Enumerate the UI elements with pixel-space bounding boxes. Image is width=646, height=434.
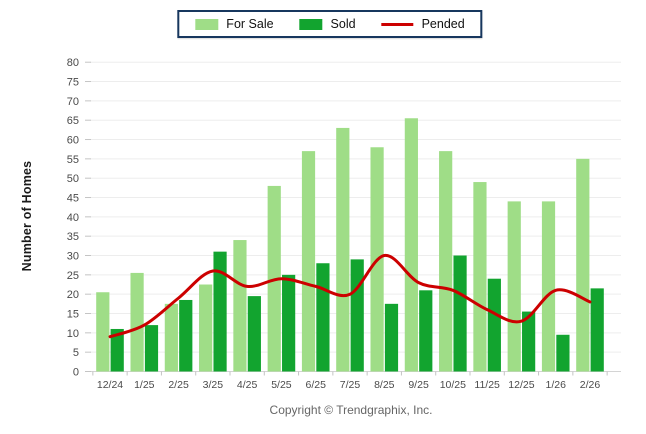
bar-sold-6-25 xyxy=(316,263,330,372)
bar-for-sale-1-26 xyxy=(541,201,556,372)
y-tick-label: 25 xyxy=(67,270,79,282)
y-tick-label: 35 xyxy=(67,231,79,243)
pended-trend-line xyxy=(108,254,592,339)
y-tick-label: 10 xyxy=(67,328,79,340)
x-tick-label: 7/25 xyxy=(340,379,361,391)
bar-sold-3-25 xyxy=(213,251,227,372)
bar-sold-4-25 xyxy=(247,296,261,372)
y-tick-label: 5 xyxy=(73,347,79,359)
bar-for-sale-9-25 xyxy=(404,118,418,372)
y-tick-label: 20 xyxy=(67,289,79,301)
legend: For Sale Sold Pended xyxy=(177,10,483,38)
bar-sold-1-26 xyxy=(556,334,570,372)
bar-for-sale-12-25 xyxy=(507,201,521,372)
bar-sold-1-25 xyxy=(144,325,159,372)
x-tick-label: 2/26 xyxy=(580,379,601,391)
bar-for-sale-1-25 xyxy=(130,272,144,372)
copyright-text: Copyright © Trendgraphix, Inc. xyxy=(269,403,433,417)
y-tick-label: 75 xyxy=(67,77,79,89)
pended-line-swatch-icon xyxy=(381,22,414,26)
y-tick-label: 15 xyxy=(67,309,79,321)
bar-for-sale-12-24 xyxy=(96,292,110,372)
legend-item-for-sale: For Sale xyxy=(195,17,274,31)
bar-sold-11-25 xyxy=(487,278,501,372)
y-tick-label: 55 xyxy=(67,154,79,166)
y-tick-label: 70 xyxy=(67,96,79,108)
y-tick-label: 50 xyxy=(67,173,79,185)
bar-for-sale-11-25 xyxy=(473,182,487,372)
x-tick-label: 11/25 xyxy=(474,379,500,391)
bar-for-sale-10-25 xyxy=(439,151,453,372)
legend-label-sold: Sold xyxy=(330,17,356,31)
x-tick-label: 3/25 xyxy=(203,379,224,391)
bar-sold-9-25 xyxy=(419,290,433,372)
bar-for-sale-2-26 xyxy=(576,158,590,372)
x-tick-label: 12/25 xyxy=(508,379,534,391)
y-tick-label: 60 xyxy=(67,135,79,147)
legend-label-for-sale: For Sale xyxy=(226,17,274,31)
y-tick-label: 80 xyxy=(67,57,79,69)
bar-sold-10-25 xyxy=(453,255,467,372)
bar-sold-12-25 xyxy=(522,311,536,372)
y-tick-label: 45 xyxy=(67,193,79,205)
for-sale-swatch-icon xyxy=(195,18,219,30)
bar-for-sale-3-25 xyxy=(199,284,213,372)
bar-for-sale-2-25 xyxy=(164,303,178,372)
x-tick-label: 4/25 xyxy=(237,379,258,391)
x-tick-label: 1/26 xyxy=(545,379,566,391)
x-tick-label: 9/25 xyxy=(408,379,429,391)
bar-sold-12-24 xyxy=(110,328,124,372)
sold-swatch-icon xyxy=(299,18,323,30)
bar-for-sale-6-25 xyxy=(301,151,316,372)
y-tick-label: 65 xyxy=(67,115,79,127)
legend-item-sold: Sold xyxy=(299,17,356,31)
x-tick-label: 6/25 xyxy=(305,379,326,391)
x-tick-label: 12/24 xyxy=(97,379,123,391)
legend-label-pended: Pended xyxy=(421,17,465,31)
y-tick-label: 40 xyxy=(67,212,79,224)
legend-item-pended: Pended xyxy=(381,17,465,31)
y-tick-label: 30 xyxy=(67,251,79,263)
x-tick-label: 1/25 xyxy=(134,379,155,391)
x-tick-label: 5/25 xyxy=(271,379,292,391)
bar-sold-8-25 xyxy=(384,303,399,372)
bar-for-sale-4-25 xyxy=(233,240,247,372)
x-tick-label: 10/25 xyxy=(440,379,466,391)
bar-sold-2-26 xyxy=(590,288,604,372)
y-tick-label: 0 xyxy=(73,367,79,379)
x-tick-label: 2/25 xyxy=(168,379,189,391)
x-tick-label: 8/25 xyxy=(374,379,395,391)
bar-for-sale-7-25 xyxy=(336,127,350,372)
bar-sold-2-25 xyxy=(179,299,193,372)
bar-sold-7-25 xyxy=(350,259,364,372)
bar-sold-5-25 xyxy=(282,274,296,372)
